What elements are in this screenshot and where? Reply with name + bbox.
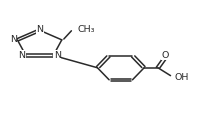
Text: N: N [18,51,25,60]
Text: O: O [161,51,168,60]
Text: CH₃: CH₃ [78,25,95,34]
Text: N: N [36,25,43,34]
Text: OH: OH [173,73,188,82]
Text: N: N [10,35,17,44]
Text: N: N [54,51,61,60]
